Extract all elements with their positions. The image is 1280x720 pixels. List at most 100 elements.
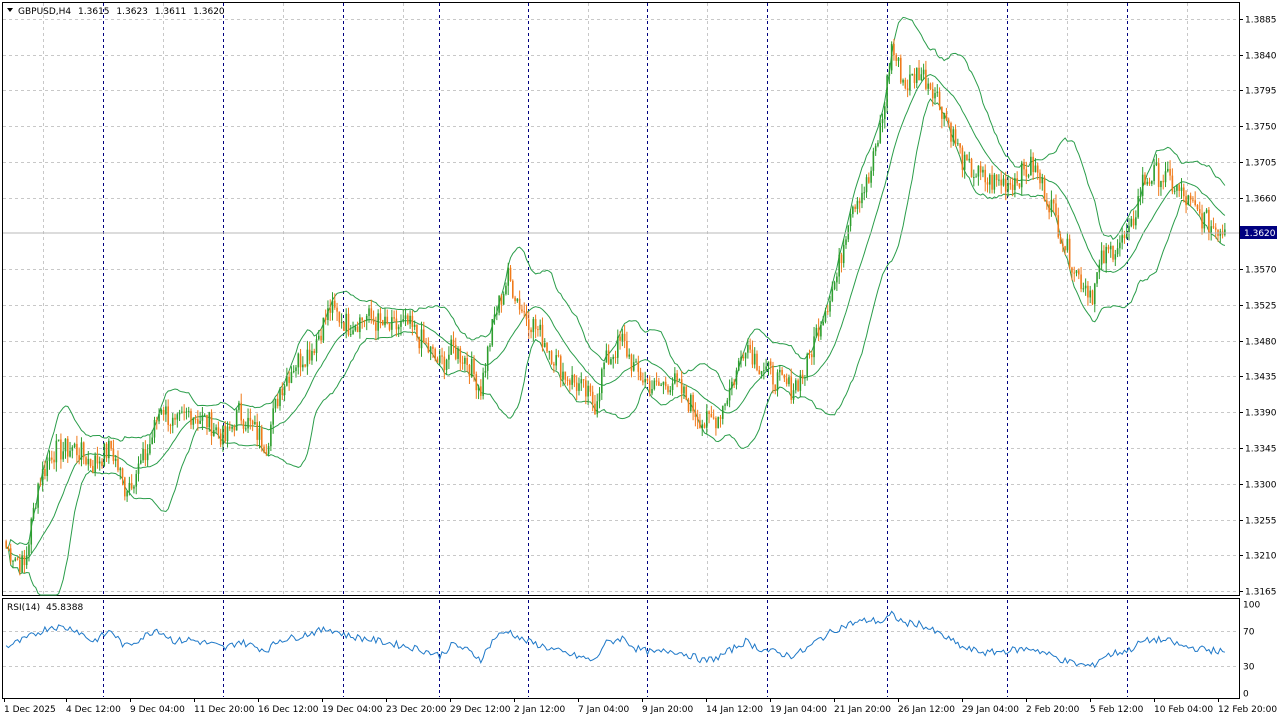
candle-body bbox=[496, 312, 498, 315]
candle-body bbox=[286, 376, 288, 386]
candle-body bbox=[482, 372, 484, 396]
candle-body bbox=[1201, 213, 1203, 229]
candle-body bbox=[938, 91, 941, 107]
candle-body bbox=[438, 355, 441, 363]
candle-body bbox=[484, 370, 487, 373]
candle-body bbox=[1169, 168, 1171, 176]
rsi-pane[interactable]: 100 70 30 0 RSI(14) 45.8388 bbox=[2, 598, 1261, 700]
candle-body bbox=[92, 465, 94, 473]
candle-body bbox=[591, 391, 594, 404]
rsi-pane-border bbox=[2, 598, 1240, 699]
candle-body bbox=[988, 174, 991, 185]
candle-body bbox=[1205, 209, 1208, 213]
candle-body bbox=[292, 370, 295, 372]
candle-body bbox=[1167, 168, 1169, 172]
candle-body bbox=[418, 336, 421, 349]
candle-body bbox=[664, 381, 667, 387]
candle-body bbox=[135, 473, 138, 487]
candle-body bbox=[909, 74, 911, 91]
candle-body bbox=[489, 345, 491, 347]
main-pane[interactable]: 1.3885 1.3840 1.3795 1.3750 1.3705 1.3660 1.35… bbox=[2, 2, 1278, 598]
candle-body bbox=[290, 371, 293, 383]
candle-body bbox=[340, 322, 343, 324]
candle-body bbox=[1087, 285, 1089, 298]
candle-body bbox=[979, 165, 982, 173]
candle-body bbox=[744, 352, 747, 359]
candle-body bbox=[450, 339, 452, 355]
candle-body bbox=[525, 311, 528, 320]
candle-body bbox=[836, 276, 838, 283]
candle-body bbox=[936, 91, 939, 93]
time-axis: 1 Dec 2025 4 Dec 12:00 9 Dec 04:00 11 Dec 2… bbox=[4, 698, 1277, 715]
candle-body bbox=[498, 295, 500, 313]
time-tick-label: 23 Dec 20:00 bbox=[386, 705, 447, 715]
candle-body bbox=[422, 329, 425, 343]
candle-body bbox=[614, 356, 617, 358]
candle-body bbox=[598, 393, 601, 402]
candle-body bbox=[1144, 174, 1146, 185]
candle-body bbox=[678, 379, 681, 381]
candle-body bbox=[187, 410, 190, 412]
candle-body bbox=[1093, 283, 1096, 305]
candle-body bbox=[103, 443, 106, 466]
candle-body bbox=[130, 482, 133, 489]
candle-body bbox=[564, 371, 567, 380]
candle-body bbox=[1130, 218, 1133, 227]
candle-body bbox=[671, 383, 674, 390]
candle-body bbox=[813, 336, 815, 358]
candle-body bbox=[543, 342, 546, 347]
candle-body bbox=[623, 333, 626, 342]
candle-body bbox=[192, 418, 195, 425]
candle-body bbox=[16, 558, 19, 560]
chevron-down-icon[interactable] bbox=[7, 8, 13, 12]
candle-body bbox=[548, 351, 551, 353]
candle-body bbox=[696, 416, 699, 421]
candle-body bbox=[470, 358, 473, 377]
candle-body bbox=[1187, 195, 1190, 206]
candle-body bbox=[607, 350, 610, 364]
candle-body bbox=[715, 417, 717, 429]
high-value: 1.3623 bbox=[116, 7, 148, 17]
time-tick-label: 4 Dec 12:00 bbox=[66, 705, 121, 715]
candle-body bbox=[1116, 248, 1119, 255]
candle-body bbox=[203, 414, 206, 416]
candle-body bbox=[993, 174, 996, 190]
candle-body bbox=[393, 317, 395, 319]
candle-body bbox=[23, 555, 26, 566]
time-tick-label: 10 Feb 04:00 bbox=[1154, 705, 1213, 715]
current-price-tag-text: 1.3620 bbox=[1244, 229, 1276, 239]
candle-body bbox=[60, 439, 62, 460]
candle-body bbox=[327, 308, 329, 321]
candle-body bbox=[870, 170, 872, 183]
candle-body bbox=[699, 420, 701, 429]
candle-body bbox=[432, 346, 434, 349]
candle-body bbox=[409, 315, 411, 324]
candle-body bbox=[975, 176, 977, 178]
candle-body bbox=[416, 324, 418, 337]
candle-body bbox=[1046, 200, 1048, 205]
candle-body bbox=[703, 424, 706, 428]
candle-body bbox=[774, 384, 777, 391]
candle-body bbox=[1052, 199, 1055, 204]
candle-body bbox=[929, 83, 932, 89]
candle-body bbox=[1119, 242, 1121, 249]
candle-body bbox=[441, 355, 443, 357]
price-tick-label: 1.3345 bbox=[1245, 445, 1277, 455]
candle-body bbox=[89, 458, 92, 466]
candle-body bbox=[171, 417, 174, 426]
candle-body bbox=[616, 336, 619, 358]
candle-body bbox=[1123, 235, 1126, 239]
candle-body bbox=[776, 372, 779, 391]
candle-body bbox=[555, 355, 557, 366]
candle-body bbox=[217, 427, 220, 434]
candle-body bbox=[133, 486, 135, 489]
candle-body bbox=[970, 158, 973, 178]
candle-body bbox=[801, 374, 804, 379]
time-tick-label: 16 Dec 12:00 bbox=[258, 705, 319, 715]
candle-body bbox=[244, 428, 247, 430]
candle-body bbox=[1114, 254, 1117, 260]
candle-body bbox=[14, 558, 17, 561]
time-tick-label: 11 Dec 20:00 bbox=[194, 705, 255, 715]
candle-body bbox=[105, 443, 108, 459]
